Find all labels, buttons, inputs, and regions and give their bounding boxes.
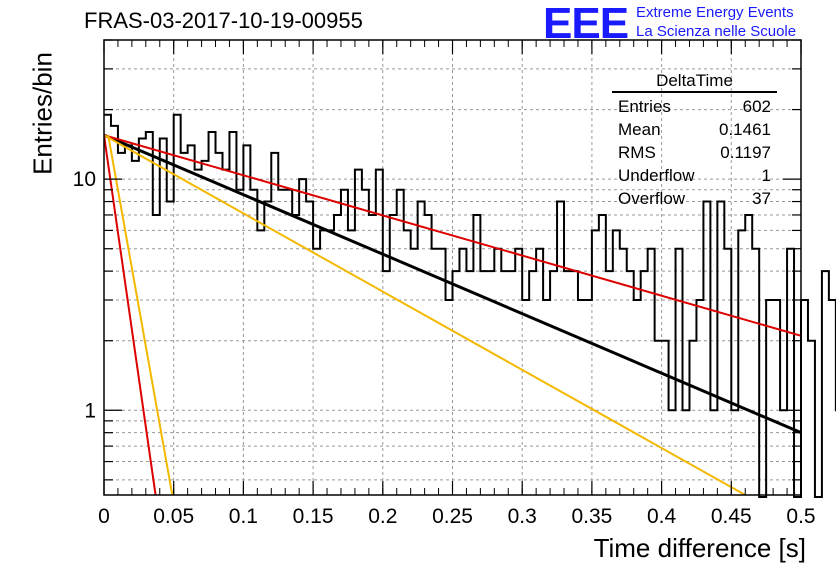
fit-line-1 <box>104 134 801 337</box>
stats-label: Entries <box>618 97 671 116</box>
fit-line-0 <box>104 133 801 435</box>
stats-label: RMS <box>618 143 656 162</box>
fit-lines <box>104 133 801 495</box>
stats-label: Mean <box>618 120 661 139</box>
logo-line-2: La Scienza nelle Scuole <box>636 23 797 40</box>
x-tick-label: 0 <box>98 505 110 528</box>
fit-line-4 <box>107 134 174 495</box>
x-tick-label: 0.35 <box>571 505 612 528</box>
stats-title: DeltaTime <box>612 70 777 93</box>
histogram-bars <box>104 113 836 498</box>
x-tick-label: 0.15 <box>293 505 334 528</box>
x-axis-label: Time difference [s] <box>593 533 806 563</box>
chart-title: FRAS-03-2017-10-19-00955 <box>84 8 363 33</box>
y-tick-label: 10 <box>73 168 96 191</box>
x-tick-label: 0.3 <box>508 505 537 528</box>
x-tick-label: 0.4 <box>647 505 677 528</box>
axis-ticks <box>103 39 802 495</box>
stats-box: DeltaTime Entries 602 Mean 0.1461 RMS 0.… <box>612 70 777 210</box>
stats-label: Underflow <box>618 166 695 185</box>
stats-row-entries: Entries 602 <box>612 95 777 118</box>
logo-line-1: Extreme Energy Events <box>636 4 794 21</box>
x-tick-label: 0.2 <box>368 505 397 528</box>
stats-row-underflow: Underflow 1 <box>612 164 777 187</box>
stats-value: 37 <box>752 189 771 208</box>
x-tick-label: 0.05 <box>153 505 194 528</box>
x-tick-label: 0.25 <box>432 505 473 528</box>
tick-labels: 0 0.05 0.1 0.15 0.2 0.25 0.3 0.35 0.4 0.45 0.5 1 10 <box>73 168 816 528</box>
x-tick-label: 0.1 <box>229 505 258 528</box>
stats-value: 0.1197 <box>720 143 771 162</box>
stats-row-rms: RMS 0.1197 <box>612 141 777 164</box>
x-tick-label: 0.5 <box>786 505 815 528</box>
stats-value: 0.1461 <box>719 120 771 139</box>
y-tick-label: 1 <box>84 399 96 422</box>
stats-value: 1 <box>761 166 771 185</box>
grid <box>104 39 801 495</box>
y-axis-label: Entries/bin <box>27 52 58 175</box>
stats-row-overflow: Overflow 37 <box>612 187 777 210</box>
fit-line-2 <box>104 134 746 495</box>
stats-label: Overflow <box>618 189 686 208</box>
histogram-step <box>104 113 836 498</box>
stats-value: 602 <box>742 97 771 116</box>
stats-row-mean: Mean 0.1461 <box>612 118 777 141</box>
fit-line-3 <box>104 135 157 495</box>
eee-logo-text: Extreme Energy Events La Scienza nelle S… <box>636 3 796 41</box>
eee-logo-mark: EEE <box>543 0 629 48</box>
x-tick-label: 0.45 <box>711 505 752 528</box>
